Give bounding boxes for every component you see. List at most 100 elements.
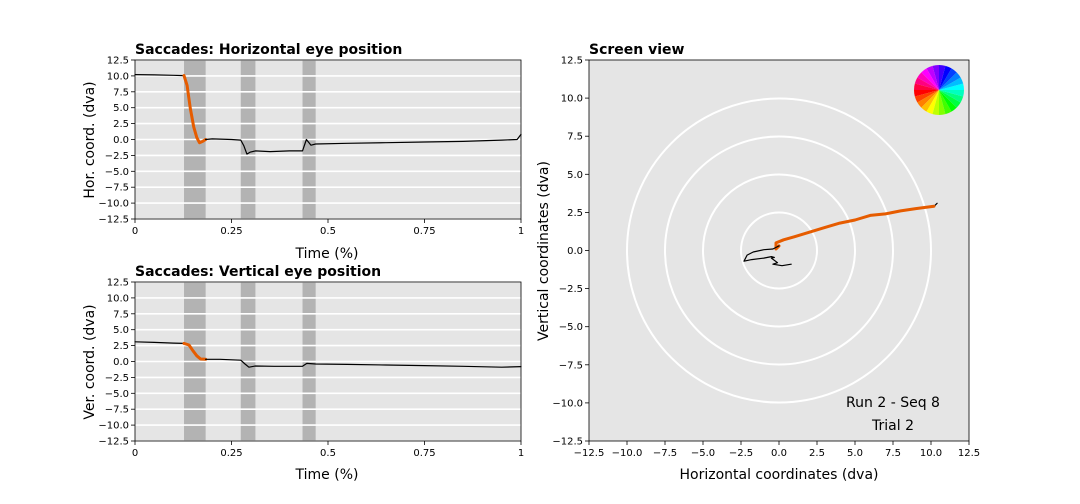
y-tick-label: −12.5 (98, 437, 129, 448)
x-tick-label: 0.5 (320, 226, 336, 237)
x-axis-label: Horizontal coordinates (dva) (679, 467, 878, 483)
y-tick-label: 12.5 (107, 278, 129, 289)
y-axis-label: Vertical coordinates (dva) (536, 161, 552, 341)
color-wheel-wedge (914, 77, 939, 90)
x-tick-label: 5.0 (847, 448, 863, 459)
reference-ring (702, 173, 856, 328)
x-tick-label: 0.0 (771, 448, 787, 459)
y-axis-label: Hor. coord. (dva) (82, 81, 98, 198)
x-tick-label: −7.5 (653, 448, 677, 459)
y-tick-label: 0.0 (113, 357, 129, 368)
color-wheel-wedge (939, 72, 961, 90)
x-tick-label: 0.25 (220, 448, 242, 459)
saccade-trace-line (182, 341, 208, 361)
y-tick-label: 2.5 (113, 119, 129, 130)
y-tick-label: 7.5 (113, 309, 129, 320)
x-axis-label: Time (%) (295, 467, 359, 483)
eye-trace-line (205, 133, 522, 155)
x-tick-label: 12.5 (958, 448, 980, 459)
y-tick-label: −12.5 (552, 437, 583, 448)
color-wheel-wedge (926, 90, 939, 115)
saccade-trace-line (182, 74, 208, 145)
y-tick-label: −7.5 (105, 405, 129, 416)
color-wheel-wedge (939, 90, 946, 115)
plot-area: 0 0.25 0.5 0.75 1 12.5 10.0 7.5 5.0 2.5 0.0 −2.5 −5.… (98, 278, 524, 460)
horizontal-position-panel: 0 0.25 0.5 0.75 1 12.5 10.0 7.5 5.0 2.5 0.0 −2.5 −5.… (82, 42, 524, 262)
x-tick-label: 0 (132, 226, 138, 237)
x-tick-label: 0.75 (413, 226, 435, 237)
color-wheel-wedge (921, 68, 939, 90)
y-tick-label: −10.0 (98, 199, 129, 210)
x-tick-label: −12.5 (574, 448, 605, 459)
y-tick-label: −2.5 (105, 373, 129, 384)
plot-area: −12.5 −10.0 −7.5 −5.0 −2.5 0.0 2.5 5.0 7.5 10.0 12… (552, 56, 980, 460)
x-tick-label: 10.0 (920, 448, 942, 459)
screen-view-panel: −12.5 −10.0 −7.5 −5.0 −2.5 0.0 2.5 5.0 7.5 10.0 12… (536, 42, 980, 483)
x-tick-label: 7.5 (885, 448, 901, 459)
y-tick-label: 12.5 (561, 56, 583, 67)
color-wheel-wedge (914, 83, 939, 90)
x-tick-label: −2.5 (729, 448, 753, 459)
x-tick-label: 0.75 (413, 448, 435, 459)
y-tick-label: 2.5 (113, 341, 129, 352)
color-wheel-wedge (939, 68, 957, 90)
vertical-position-panel: 0 0.25 0.5 0.75 1 12.5 10.0 7.5 5.0 2.5 0.0 −2.5 −5.… (82, 264, 524, 483)
y-tick-label: −10.0 (552, 398, 583, 409)
x-tick-label: 2.5 (809, 448, 825, 459)
y-tick-label: 0.0 (113, 135, 129, 146)
y-tick-label: −2.5 (559, 284, 583, 295)
eye-trace-line (134, 341, 185, 344)
y-tick-label: 12.5 (107, 56, 129, 67)
panel-title: Screen view (589, 42, 685, 58)
y-tick-label: −2.5 (105, 151, 129, 162)
y-tick-label: 7.5 (567, 132, 583, 143)
panel-title: Saccades: Horizontal eye position (135, 42, 402, 58)
axes-background (589, 60, 969, 441)
eye-trace-line (743, 245, 792, 267)
y-axis-label: Ver. coord. (dva) (82, 304, 98, 419)
color-wheel-wedge (939, 90, 961, 108)
x-tick-label: −5.0 (691, 448, 715, 459)
x-tick-label: 1 (518, 448, 524, 459)
x-tick-label: −10.0 (612, 448, 643, 459)
color-wheel-wedge (932, 90, 939, 116)
y-tick-label: 10.0 (107, 71, 129, 82)
y-tick-label: 2.5 (567, 208, 583, 219)
x-tick-label: 1 (518, 226, 524, 237)
y-tick-label: −7.5 (105, 183, 129, 194)
color-wheel-wedge (917, 90, 939, 108)
color-wheel-wedge (926, 65, 939, 90)
run-seq-annotation: Run 2 - Seq 8 (846, 395, 940, 411)
color-wheel-wedge (939, 90, 964, 103)
y-tick-label: 5.0 (567, 170, 583, 181)
y-tick-label: −5.0 (105, 167, 129, 178)
color-wheel-wedge (914, 90, 939, 97)
color-wheel-wedge (939, 90, 952, 115)
y-tick-label: −10.0 (98, 421, 129, 432)
y-tick-label: −5.0 (105, 389, 129, 400)
color-wheel-wedge (939, 77, 964, 90)
y-tick-label: 5.0 (113, 325, 129, 336)
y-tick-label: 7.5 (113, 87, 129, 98)
color-wheel-wedge (939, 90, 964, 97)
trial-annotation: Trial 2 (871, 418, 914, 434)
color-wheel-wedge (939, 90, 957, 112)
y-tick-label: 5.0 (113, 103, 129, 114)
plot-area: 0 0.25 0.5 0.75 1 12.5 10.0 7.5 5.0 2.5 0.0 −2.5 −5.… (98, 56, 524, 238)
color-wheel-wedge (939, 65, 952, 90)
color-wheel-wedge (914, 90, 939, 103)
color-wheel-wedge (939, 83, 964, 90)
reference-ring (626, 97, 932, 404)
x-axis-label: Time (%) (295, 246, 359, 262)
eye-trace-line (134, 73, 185, 77)
y-tick-label: 0.0 (567, 246, 583, 257)
eye-trace-line (205, 358, 522, 368)
color-wheel-icon (914, 65, 964, 116)
x-tick-label: 0.5 (320, 448, 336, 459)
color-wheel-wedge (917, 72, 939, 90)
color-wheel-wedge (921, 90, 939, 112)
y-tick-label: 10.0 (107, 293, 129, 304)
color-wheel-wedge (939, 65, 946, 90)
x-tick-label: 0.25 (220, 226, 242, 237)
